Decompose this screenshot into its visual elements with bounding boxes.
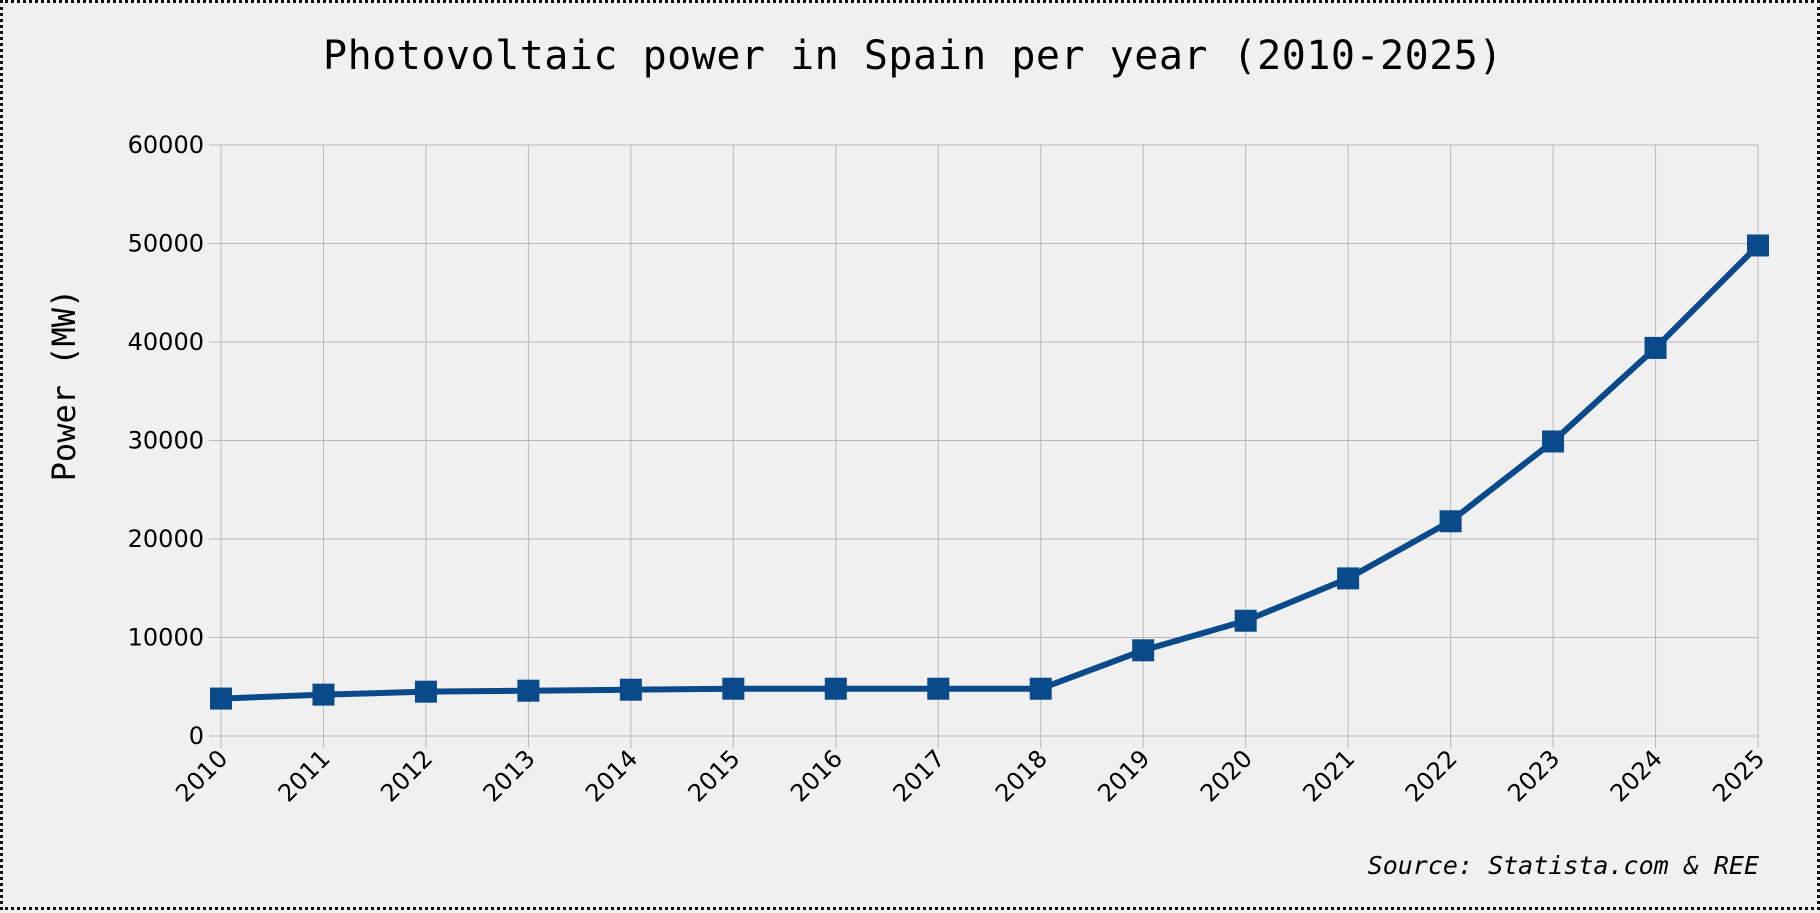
y-axis-label: Power (MW)	[45, 289, 83, 482]
line-chart: 0 10000 20000 30000 40000 50000 60000 2010 2011…	[45, 131, 1770, 807]
chart-title: Photovoltaic power in Spain per year (20…	[323, 33, 1503, 79]
y-tick-label: 60000	[128, 131, 204, 159]
y-tick-label: 10000	[128, 624, 204, 652]
data-point-marker	[1132, 639, 1155, 662]
y-axis-ticks: 0 10000 20000 30000 40000 50000 60000	[128, 131, 204, 750]
y-tick-label: 0	[189, 722, 204, 750]
data-point-marker	[312, 683, 335, 706]
source-note: Source: Statista.com & REE	[1367, 851, 1759, 880]
data-point-marker	[1644, 336, 1667, 359]
series-group	[210, 234, 1769, 710]
data-point-marker	[1337, 567, 1360, 590]
x-tick-label: 2015	[683, 744, 746, 807]
x-tick-label: 2017	[888, 744, 951, 807]
data-point-marker	[1439, 510, 1462, 533]
x-tick-label: 2025	[1707, 744, 1770, 807]
x-axis-ticks: 2010 2011 2012 2013 2014 2015 2016 2017 2018 2019…	[170, 744, 1770, 807]
grid-lines	[209, 144, 1759, 748]
x-tick-label: 2011	[273, 744, 336, 807]
y-tick-label: 20000	[128, 525, 204, 553]
data-point-marker	[210, 687, 232, 710]
x-tick-label: 2020	[1195, 744, 1258, 807]
y-tick-label: 40000	[128, 328, 204, 356]
x-tick-label: 2014	[580, 744, 643, 807]
x-tick-label: 2019	[1092, 744, 1155, 807]
data-point-marker	[722, 677, 745, 700]
data-point-marker	[1234, 609, 1257, 632]
x-tick-label: 2012	[375, 744, 438, 807]
data-point-marker	[414, 680, 437, 703]
data-point-marker	[1542, 430, 1565, 453]
x-tick-label: 2010	[170, 744, 233, 807]
x-tick-label: 2022	[1400, 744, 1463, 807]
x-tick-label: 2021	[1297, 744, 1360, 807]
data-point-marker	[1747, 234, 1769, 257]
x-tick-label: 2023	[1502, 744, 1565, 807]
y-tick-label: 30000	[128, 427, 204, 455]
data-point-marker	[1029, 677, 1052, 700]
x-tick-label: 2013	[478, 744, 541, 807]
x-tick-label: 2024	[1605, 744, 1668, 807]
x-tick-label: 2018	[990, 744, 1053, 807]
data-point-marker	[517, 679, 540, 702]
series-line	[220, 243, 1761, 702]
data-point-marker	[619, 678, 642, 701]
data-point-marker	[927, 677, 950, 700]
y-tick-label: 50000	[128, 230, 204, 258]
x-tick-label: 2016	[785, 744, 848, 807]
data-point-marker	[824, 677, 847, 700]
